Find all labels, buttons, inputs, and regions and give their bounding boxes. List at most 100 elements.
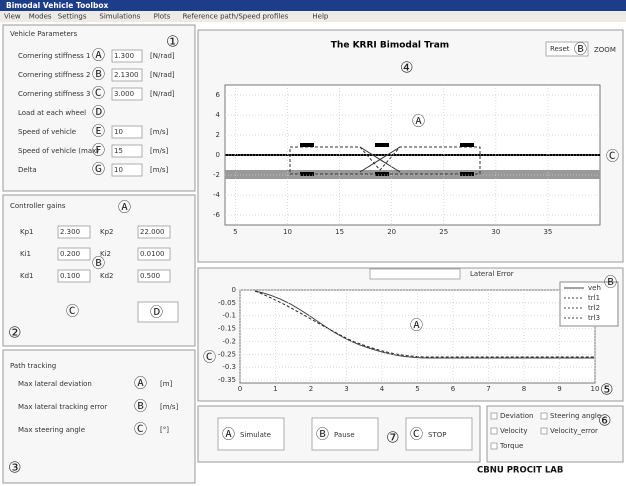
panel-number: ①: [166, 33, 179, 51]
y-tick-label: -0.1: [222, 312, 236, 320]
field-unit: [N/rad]: [150, 90, 175, 98]
app-window: Bimodal Vehicle Toolbox View Modes Setting…: [0, 0, 626, 486]
error-plot-area: [240, 290, 595, 383]
checkbox[interactable]: [491, 428, 497, 434]
marker: Ⓒ: [92, 87, 105, 102]
x-tick-label: 30: [491, 228, 500, 236]
field-label: Max steering angle: [18, 426, 85, 434]
panel-number: ②: [8, 324, 21, 342]
menu-item[interactable]: Settings: [58, 13, 87, 21]
slider[interactable]: [370, 269, 460, 279]
marker: Ⓐ: [410, 319, 423, 334]
panel-number: ③: [8, 459, 21, 477]
footer: CBNU PROCIT LAB: [477, 466, 563, 476]
menu-item[interactable]: View: [4, 13, 21, 21]
y-tick-label: 0: [216, 151, 220, 159]
field-value: 2.1300: [114, 71, 139, 79]
x-tick-label: 9: [557, 385, 561, 393]
panel-number: ⑤: [600, 381, 613, 399]
field-label: Speed of vehicle: [18, 128, 76, 136]
gain-value: 0.100: [60, 272, 80, 280]
checkbox[interactable]: [491, 413, 497, 419]
menu-item[interactable]: Reference path/Speed profiles: [183, 13, 289, 21]
y-tick-label: 4: [216, 111, 221, 119]
marker: Ⓐ: [118, 201, 131, 216]
checkbox[interactable]: [541, 428, 547, 434]
checkbox[interactable]: [491, 443, 497, 449]
marker: Ⓔ: [92, 125, 105, 140]
field-value: 3.000: [114, 90, 134, 98]
wheel: [300, 143, 314, 147]
marker: Ⓒ: [203, 351, 216, 366]
marker: Ⓑ: [604, 276, 617, 291]
marker: Ⓒ: [66, 305, 79, 320]
wheel: [300, 172, 314, 176]
plot-title: Lateral Error: [470, 270, 514, 278]
x-tick-label: 1: [273, 385, 277, 393]
x-tick-label: 10: [591, 385, 600, 393]
button-label: Simulate: [240, 431, 271, 439]
x-tick-label: 5: [233, 228, 237, 236]
field-value: 10: [114, 166, 123, 174]
gain-value: 2.300: [60, 228, 80, 236]
marker: Ⓑ: [574, 43, 587, 58]
y-tick-label: 6: [216, 91, 221, 99]
field-value: 15: [114, 147, 123, 155]
field-unit: [m/s]: [150, 128, 169, 136]
marker: Ⓑ: [92, 257, 105, 272]
gain-value: 22.000: [140, 228, 165, 236]
marker: Ⓐ: [412, 115, 425, 130]
panel-number: ⑥: [598, 412, 611, 430]
menu-item[interactable]: Plots: [154, 13, 171, 21]
gain-label: Kp2: [100, 228, 114, 236]
field-unit: [N/rad]: [150, 52, 175, 60]
x-tick-label: 15: [335, 228, 344, 236]
menu-item[interactable]: Simulations: [99, 13, 140, 21]
field-value: 1.300: [114, 52, 134, 60]
marker: Ⓐ: [92, 49, 105, 64]
gain-value: 0.500: [140, 272, 160, 280]
field-label: Cornering stiffness 2: [18, 71, 90, 79]
field-label: Delta: [18, 166, 37, 174]
x-tick-label: 3: [344, 385, 348, 393]
field-label: Load at each wheel: [18, 109, 86, 117]
checkbox-label: Deviation: [500, 412, 533, 420]
marker: Ⓖ: [92, 163, 105, 178]
menu-item[interactable]: Help: [312, 13, 329, 21]
panel-number: ⑦: [386, 429, 399, 447]
plot-title: The KRRI Bimodal Tram: [331, 41, 449, 51]
y-tick-label: 0: [232, 286, 236, 294]
x-tick-label: 25: [439, 228, 448, 236]
x-tick-label: 0: [238, 385, 242, 393]
window-title: Bimodal Vehicle Toolbox: [6, 1, 108, 10]
gain-value: 0.200: [60, 250, 80, 258]
checkbox[interactable]: [541, 413, 547, 419]
y-tick-label: -0.3: [222, 363, 236, 371]
y-tick-label: -4: [213, 191, 221, 199]
x-tick-label: 4: [380, 385, 385, 393]
field-label: Max lateral deviation: [18, 380, 92, 388]
field-unit: [m/s]: [150, 166, 169, 174]
zoom-label: ZOOM: [594, 46, 616, 54]
x-tick-label: 20: [387, 228, 396, 236]
gain-label: Kd1: [20, 272, 34, 280]
marker: Ⓑ: [316, 428, 329, 443]
menu-item[interactable]: Modes: [29, 13, 52, 21]
panel-title: Controller gains: [10, 202, 66, 210]
wheel: [460, 143, 474, 147]
field-label: Max lateral tracking error: [18, 403, 107, 411]
field-unit: [N/rad]: [150, 71, 175, 79]
panel-title: Path tracking: [10, 362, 56, 370]
checkbox-label: Steering angle: [550, 412, 601, 420]
button-label: Pause: [334, 431, 355, 439]
checkbox-label: Velocity_error: [550, 427, 598, 435]
marker: Ⓒ: [134, 423, 147, 438]
panel-title: Vehicle Parameters: [10, 30, 78, 38]
checkbox-label: Velocity: [500, 427, 527, 435]
marker: Ⓐ: [134, 377, 147, 392]
x-tick-label: 35: [543, 228, 552, 236]
y-tick-label: -2: [213, 171, 220, 179]
y-tick-label: -0.35: [218, 376, 236, 384]
x-tick-label: 5: [415, 385, 419, 393]
wheel: [375, 143, 389, 147]
